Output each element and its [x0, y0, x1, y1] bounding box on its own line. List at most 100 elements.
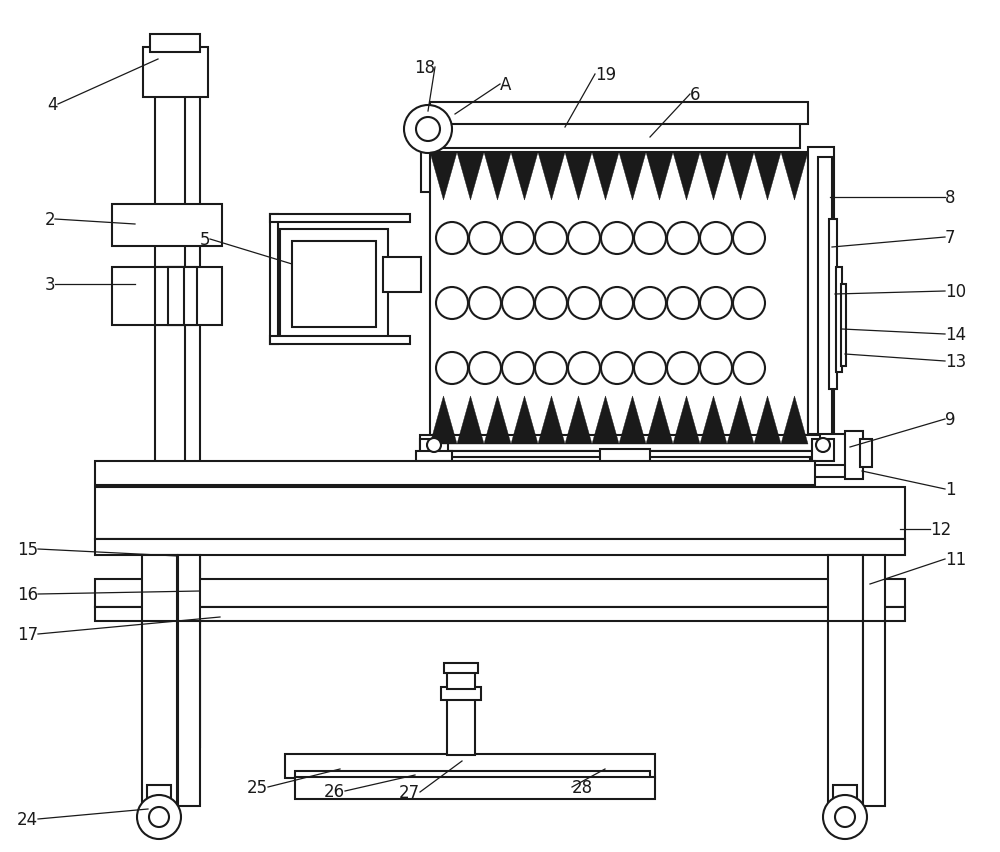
Circle shape [568, 353, 600, 384]
Circle shape [137, 795, 181, 839]
Bar [808, 148, 834, 458]
Bar [863, 621, 885, 806]
Polygon shape [727, 396, 754, 445]
Circle shape [469, 288, 501, 320]
Bar [95, 539, 905, 556]
Circle shape [436, 288, 468, 320]
Text: 8: 8 [945, 189, 956, 207]
Polygon shape [646, 153, 673, 201]
Circle shape [469, 222, 501, 255]
Bar [112, 268, 222, 325]
Polygon shape [538, 396, 565, 445]
Text: 14: 14 [945, 325, 966, 343]
Bar [270, 337, 410, 344]
Bar [285, 754, 655, 778]
Bar [150, 35, 200, 53]
Circle shape [535, 222, 567, 255]
Polygon shape [673, 153, 700, 201]
Bar [845, 431, 863, 480]
Text: 13: 13 [945, 353, 966, 371]
Polygon shape [592, 153, 619, 201]
Bar [143, 48, 208, 98]
Polygon shape [700, 153, 727, 201]
Text: 16: 16 [17, 585, 38, 603]
Text: 15: 15 [17, 540, 38, 558]
Circle shape [535, 288, 567, 320]
Text: 12: 12 [930, 521, 951, 538]
Bar [420, 440, 448, 462]
Bar [178, 556, 200, 624]
Polygon shape [700, 396, 727, 445]
Bar [292, 242, 376, 328]
Text: 5: 5 [200, 231, 210, 249]
Bar [828, 556, 863, 624]
Bar [438, 121, 800, 149]
Bar [270, 215, 278, 344]
Circle shape [601, 353, 633, 384]
Bar [420, 435, 820, 452]
Bar [147, 785, 171, 803]
Circle shape [667, 353, 699, 384]
Circle shape [733, 353, 765, 384]
Circle shape [436, 353, 468, 384]
Circle shape [568, 288, 600, 320]
Polygon shape [673, 396, 700, 445]
Bar [155, 48, 197, 747]
Polygon shape [727, 153, 754, 201]
Bar [600, 450, 650, 469]
Polygon shape [484, 153, 511, 201]
Circle shape [601, 222, 633, 255]
Bar [112, 204, 222, 247]
Polygon shape [430, 153, 457, 201]
Text: 2: 2 [44, 210, 55, 228]
Bar [185, 48, 200, 747]
Circle shape [535, 353, 567, 384]
Bar [828, 621, 863, 806]
Bar [444, 663, 478, 673]
Text: 28: 28 [572, 778, 593, 796]
Circle shape [700, 222, 732, 255]
Bar [863, 556, 885, 624]
Polygon shape [565, 396, 592, 445]
Polygon shape [781, 153, 808, 201]
Polygon shape [430, 396, 457, 445]
Circle shape [667, 288, 699, 320]
Bar [810, 465, 846, 477]
Circle shape [436, 222, 468, 255]
Polygon shape [565, 153, 592, 201]
Bar [142, 556, 177, 624]
Text: 11: 11 [945, 550, 966, 568]
Bar [420, 452, 820, 458]
Bar [383, 257, 421, 292]
Circle shape [733, 222, 765, 255]
Circle shape [634, 288, 666, 320]
Bar [95, 462, 815, 486]
Circle shape [149, 807, 169, 827]
Bar [142, 621, 177, 806]
Text: 26: 26 [324, 782, 345, 800]
Text: 6: 6 [690, 86, 700, 104]
Text: 19: 19 [595, 66, 616, 83]
Bar [95, 487, 905, 539]
Bar [295, 777, 655, 799]
Bar [295, 771, 650, 781]
Circle shape [416, 118, 440, 141]
Text: 25: 25 [247, 778, 268, 796]
Circle shape [634, 222, 666, 255]
Text: 17: 17 [17, 625, 38, 643]
Bar [810, 435, 846, 468]
Polygon shape [538, 153, 565, 201]
Bar [833, 785, 857, 803]
Bar [270, 215, 410, 222]
Bar [168, 268, 184, 325]
Circle shape [502, 353, 534, 384]
Text: 10: 10 [945, 283, 966, 301]
Bar [441, 688, 481, 700]
Text: 18: 18 [414, 59, 435, 77]
Circle shape [568, 222, 600, 255]
Circle shape [601, 288, 633, 320]
Polygon shape [619, 396, 646, 445]
Polygon shape [754, 153, 781, 201]
Circle shape [835, 807, 855, 827]
Polygon shape [592, 396, 619, 445]
